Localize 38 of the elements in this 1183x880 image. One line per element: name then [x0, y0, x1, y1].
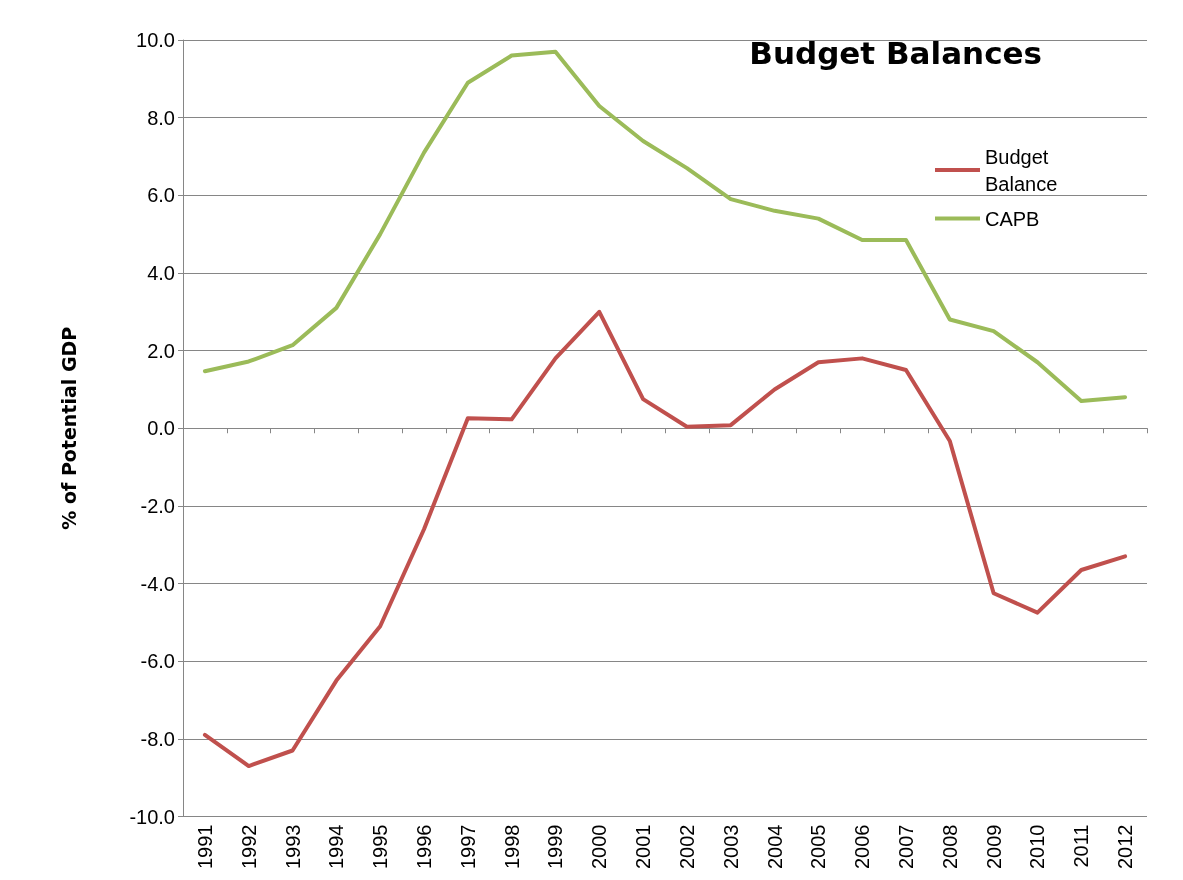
x-tick-label: 2012: [1114, 824, 1137, 870]
x-tick-label: 2007: [895, 824, 917, 870]
y-tick-label: -8.0: [140, 727, 175, 750]
x-tick-label: 1998: [500, 824, 523, 870]
chart-title: Budget Balances: [749, 34, 1043, 71]
y-tick-label: 2.0: [147, 339, 175, 362]
x-tick-label: 1994: [325, 824, 348, 870]
x-tick-label: 2010: [1026, 824, 1049, 870]
x-tick-label: 1997: [456, 824, 479, 870]
x-tick-label: 2003: [719, 824, 742, 870]
line-series: [202, 309, 1128, 769]
x-tick-label: 2008: [938, 824, 961, 870]
x-tick-label: 2009: [982, 824, 1005, 870]
x-tick-label: 1996: [413, 824, 435, 870]
y-tick-label: -6.0: [140, 650, 175, 673]
y-tick-label: -4.0: [140, 572, 175, 595]
x-tick-label: 1995: [369, 824, 392, 870]
y-axis-title: % of Potential GDP: [57, 326, 80, 530]
x-tick-label: 2000: [588, 824, 611, 870]
x-tick-label: 1993: [281, 824, 304, 870]
x-tick-label: 1992: [237, 824, 260, 870]
legend-label: CAPB: [985, 207, 1040, 230]
y-tick-label: 4.0: [147, 261, 175, 284]
x-tick-label: 2006: [851, 824, 874, 870]
x-tick-label: 1991: [193, 824, 216, 870]
y-tick-label: 8.0: [147, 106, 175, 129]
x-tick-label: 2001: [632, 824, 655, 870]
x-tick-label: 2011: [1070, 824, 1093, 868]
legend-label: Budget Balance: [985, 145, 1058, 195]
x-tick-label: 2005: [807, 824, 830, 870]
x-tick-label: 2004: [763, 824, 786, 870]
y-tick-label: 6.0: [147, 184, 175, 207]
x-tick-label: 1999: [544, 824, 567, 870]
y-tick-label: 10.0: [136, 29, 175, 51]
y-tick-label: -2.0: [140, 494, 175, 517]
x-tick-label: 2002: [675, 824, 698, 870]
y-tick-label: -10.0: [129, 805, 175, 828]
y-tick-label: 0.0: [147, 417, 175, 440]
